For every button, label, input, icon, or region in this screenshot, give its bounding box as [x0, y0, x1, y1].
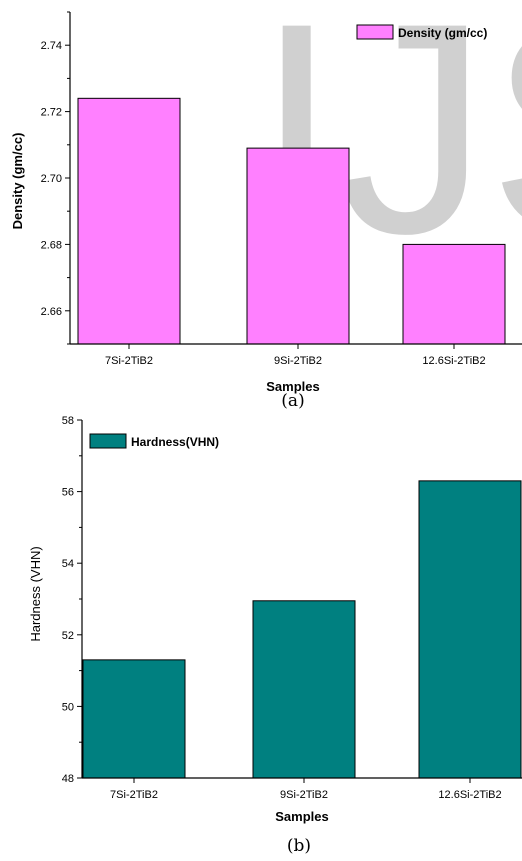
y-axis-title: Density (gm/cc): [10, 133, 25, 230]
y-tick-label: 2.66: [41, 306, 62, 318]
legend: Hardness(VHN): [89, 433, 219, 449]
density-chart: IJS 2.662.682.702.722.74 7Si-2TiB29Si-2T…: [10, 0, 522, 411]
y-tick-label: 56: [62, 487, 74, 499]
caption-a: (a): [281, 391, 304, 411]
bar-9Si-2TiB2: [252, 600, 356, 779]
y-tick-label: 2.72: [41, 107, 62, 119]
y-tick-label: 54: [62, 558, 74, 570]
x-tick-label: 9Si-2TiB2: [280, 789, 328, 801]
y-tick-label: 58: [62, 415, 74, 427]
caption-b: (b): [287, 836, 311, 856]
y-tick-label: 52: [62, 630, 74, 642]
legend: Density (gm/cc): [356, 24, 487, 40]
y-tick-label: 2.70: [41, 173, 62, 185]
y-tick-label: 50: [62, 701, 74, 713]
x-tick-label: 12.6Si-2TiB2: [422, 355, 485, 367]
y-tick-label: 48: [62, 773, 74, 785]
legend-swatch: [89, 433, 127, 449]
x-axis-title: Samples: [266, 379, 319, 394]
y-axis-title: Hardness (VHN): [28, 546, 43, 641]
x-tick-label: 7Si-2TiB2: [105, 355, 153, 367]
bar-7Si-2TiB2: [82, 659, 186, 779]
bar-12.6Si-2TiB2: [418, 480, 522, 779]
legend-swatch: [356, 24, 394, 40]
x-tick-label: 9Si-2TiB2: [274, 355, 322, 367]
x-tick-label: 12.6Si-2TiB2: [438, 789, 501, 801]
y-tick-label: 2.68: [41, 239, 62, 251]
x-axis-title: Samples: [275, 809, 328, 824]
y-tick-label: 2.74: [41, 40, 62, 52]
legend-label: Hardness(VHN): [131, 435, 219, 449]
hardness-chart: 48 50 52 54 56 58 7Si-2TiB2 9Si-2TiB2 12.6Si-2T…: [28, 415, 522, 856]
bar-7Si-2TiB2: [77, 97, 181, 345]
bar-9Si-2TiB2: [246, 147, 350, 345]
x-tick-label: 7Si-2TiB2: [110, 789, 158, 801]
legend-label: Density (gm/cc): [398, 26, 487, 40]
bar-12.6Si-2TiB2: [402, 243, 506, 345]
